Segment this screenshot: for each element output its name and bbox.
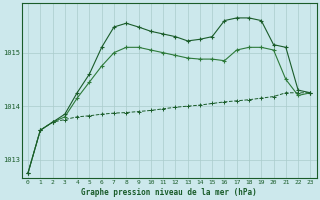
X-axis label: Graphe pression niveau de la mer (hPa): Graphe pression niveau de la mer (hPa): [81, 188, 257, 197]
